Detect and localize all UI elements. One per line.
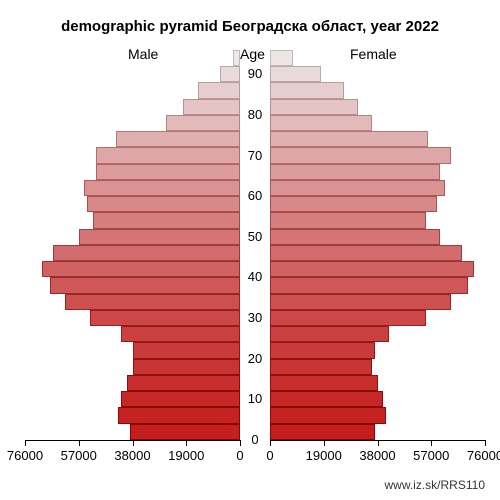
female-bar [270,277,468,293]
male-bar [198,82,240,98]
female-bar [270,131,428,147]
x-tick [378,440,379,446]
x-tick [431,440,432,446]
female-bar [270,375,378,391]
female-bar [270,115,372,131]
female-bar [270,82,344,98]
male-bar [53,245,240,261]
male-bar [84,180,240,196]
x-tick [324,440,325,446]
x-tick-label: 57000 [54,448,104,463]
x-tick [79,440,80,446]
age-tick-label: 0 [240,432,270,447]
male-bar [118,407,240,423]
male-bar [93,212,240,228]
female-bar [270,229,440,245]
female-bar [270,261,474,277]
x-tick [270,440,271,446]
x-tick [240,440,241,446]
x-tick-label: 76000 [0,448,50,463]
x-tick [485,440,486,446]
footer-url: www.iz.sk/RRS110 [385,478,485,492]
pyramid-chart: demographic pyramid Београдска област, y… [0,0,500,500]
x-tick [186,440,187,446]
female-bar [270,212,426,228]
male-bar [130,424,240,440]
x-tick-label: 38000 [353,448,403,463]
female-bar [270,310,426,326]
male-bar [121,326,240,342]
x-tick-label: 0 [245,448,295,463]
plot-area: 0102030405060708090760005700038000190000… [0,0,500,500]
x-tick-label: 19000 [161,448,211,463]
female-bar [270,147,451,163]
female-bar [270,196,437,212]
female-bar [270,245,462,261]
male-bar [87,196,240,212]
x-tick-label: 38000 [108,448,158,463]
x-tick [25,440,26,446]
female-bar [270,359,372,375]
x-tick-label: 76000 [460,448,500,463]
age-tick-label: 90 [240,66,270,81]
male-bar [96,164,240,180]
male-bar [116,131,240,147]
male-bar [50,277,240,293]
female-bar [270,294,451,310]
female-bar [270,50,293,66]
female-bar [270,99,358,115]
male-bar [42,261,240,277]
male-bar [79,229,240,245]
x-tick-label: 57000 [406,448,456,463]
female-bar [270,424,375,440]
male-bar [220,66,240,82]
x-tick [133,440,134,446]
male-bar [96,147,240,163]
age-tick-label: 60 [240,188,270,203]
male-bar [183,99,240,115]
female-bar [270,164,440,180]
male-bar [233,50,240,66]
age-tick-label: 10 [240,391,270,406]
male-bar [133,359,241,375]
x-tick-label: 19000 [299,448,349,463]
female-bar [270,391,383,407]
age-tick-label: 20 [240,351,270,366]
male-bar [90,310,240,326]
female-bar [270,326,389,342]
age-tick-label: 50 [240,229,270,244]
female-bar [270,66,321,82]
male-bar [133,342,241,358]
age-tick-label: 30 [240,310,270,325]
male-bar [166,115,240,131]
female-bar [270,180,445,196]
age-tick-label: 80 [240,107,270,122]
age-tick-label: 70 [240,148,270,163]
female-bar [270,342,375,358]
age-tick-label: 40 [240,269,270,284]
male-bar [121,391,240,407]
female-bar [270,407,386,423]
male-bar [65,294,240,310]
male-bar [127,375,240,391]
